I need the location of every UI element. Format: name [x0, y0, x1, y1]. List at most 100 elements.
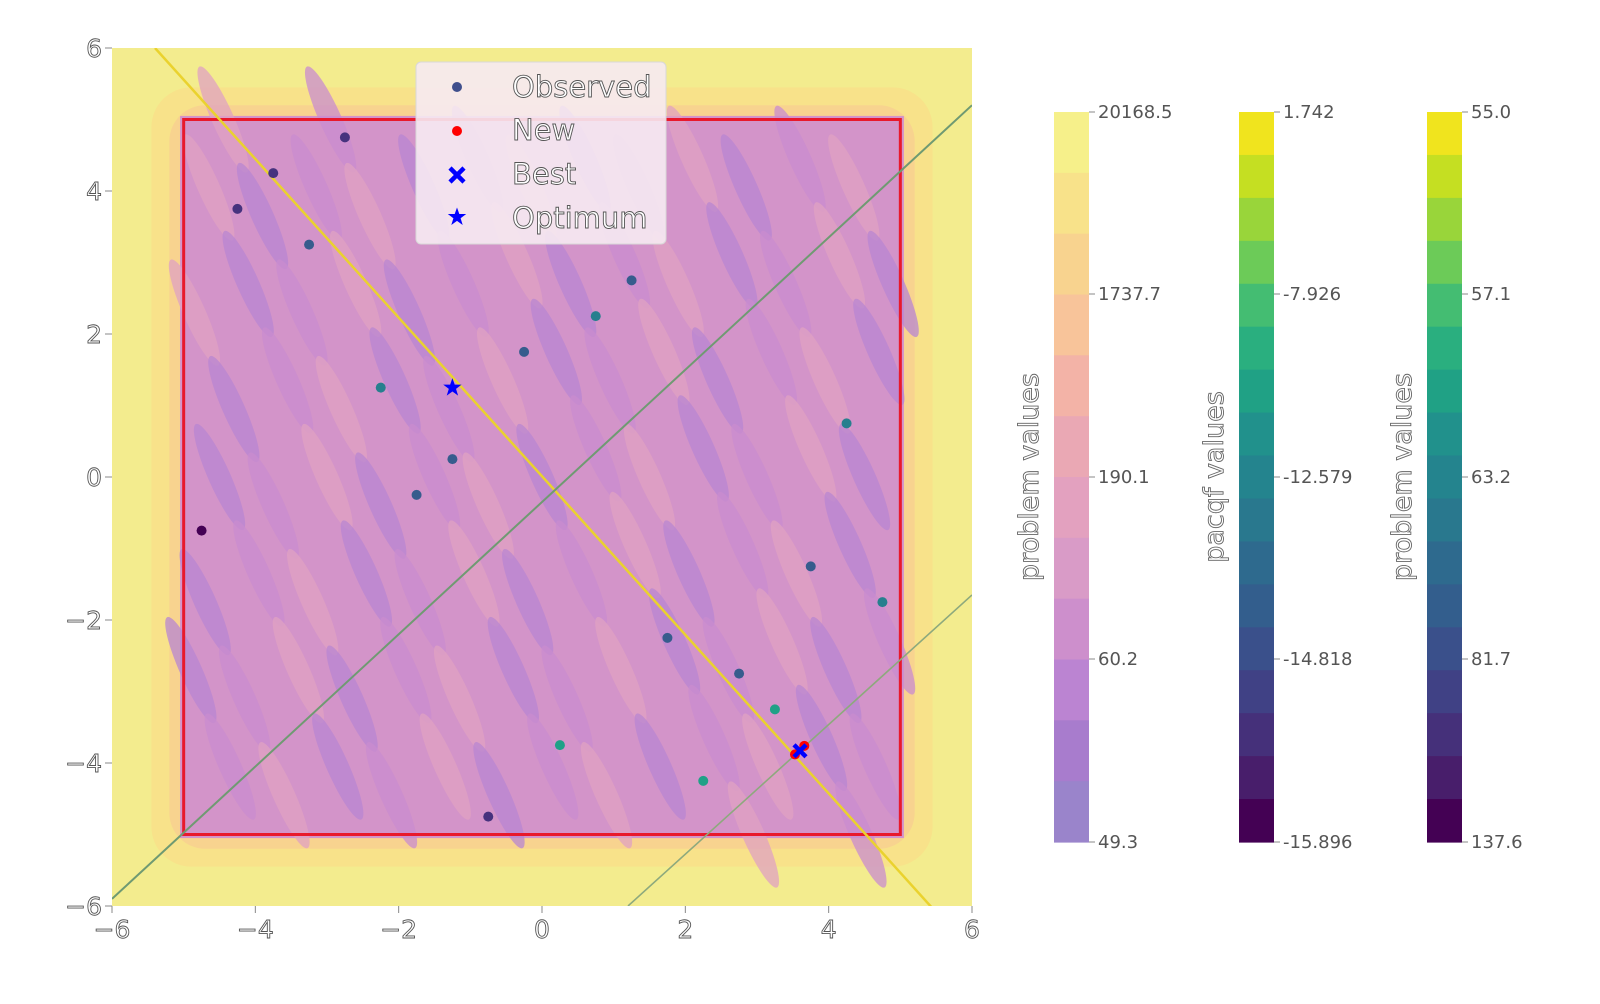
contour-ridge	[423, 355, 475, 463]
colorbar-segment	[1054, 233, 1089, 296]
contour-ridge	[369, 327, 421, 434]
colorbar-segment	[1054, 172, 1089, 235]
observed-point	[769, 704, 780, 715]
legend-label-best: Best	[512, 157, 576, 191]
observed-point	[304, 239, 315, 250]
colorbar-tick-label: 57.1	[1471, 284, 1511, 305]
y-tick-label: 0	[86, 463, 102, 492]
contour-ridge	[183, 134, 235, 241]
contour-ridge	[555, 520, 608, 627]
observed-point	[268, 168, 279, 179]
observed-point	[483, 811, 494, 822]
contour-ridge	[236, 162, 289, 270]
contour-ridge	[233, 520, 285, 627]
y-tick-label: −6	[65, 892, 102, 921]
colorbar-segment	[1239, 713, 1274, 757]
contour-ridge	[720, 134, 772, 241]
colorbar-segment	[1239, 112, 1274, 156]
contour-ridge	[448, 520, 500, 627]
observed-point	[375, 382, 386, 393]
observed-point	[519, 346, 530, 357]
contour-ridge	[609, 491, 661, 599]
observed-point	[841, 418, 852, 429]
colorbar-tick-label: 1.742	[1283, 102, 1335, 123]
y-tick-label: 4	[86, 177, 102, 206]
contour-ridge	[810, 616, 862, 724]
contour-ridge	[570, 395, 622, 502]
contour-ridge	[795, 684, 848, 792]
colorbar-title: pacqf values	[1199, 391, 1230, 563]
contour-ridge	[785, 395, 837, 502]
observed-point	[626, 275, 637, 286]
contour-ridge	[340, 520, 393, 627]
colorbar-segment	[1054, 294, 1089, 356]
colorbar-tick-label: 55.0	[1471, 102, 1511, 123]
colorbar-segment	[1239, 240, 1274, 285]
colorbar-segment	[1054, 720, 1089, 782]
colorbar-segment	[1239, 283, 1274, 328]
contour-ridge	[433, 645, 486, 752]
contour-ridge	[476, 327, 529, 434]
contour-ridge	[580, 742, 633, 849]
colorbar-tick-label: -7.926	[1283, 284, 1341, 305]
legend-frame	[415, 61, 667, 245]
x-tick-label: −6	[94, 915, 131, 944]
contour-ridge	[756, 588, 808, 695]
contour-ridge	[290, 134, 342, 241]
contour-ridge	[677, 395, 729, 502]
y-axis: −6 −4 −2 0 2 4 6	[65, 34, 112, 921]
colorbar-3: 55.0 57.1 63.2 81.7 137.6 problem values	[1387, 102, 1523, 853]
colorbar-segment	[1427, 455, 1462, 500]
colorbar-segment	[1427, 713, 1462, 757]
colorbar-segment	[1427, 283, 1462, 328]
colorbar-segment	[1427, 498, 1462, 543]
contour-ridge	[168, 259, 221, 366]
contour-ridge	[717, 491, 769, 599]
contour-ridge	[383, 259, 436, 366]
contour-ridge	[867, 230, 919, 338]
observed-point	[805, 561, 816, 572]
contour-ridge	[193, 423, 246, 531]
contour-ridge	[344, 162, 396, 270]
contour-ridge	[276, 259, 328, 366]
contour-ridge	[742, 713, 794, 820]
y-tick-label: −2	[65, 606, 102, 635]
colorbar-title: problem values	[1014, 373, 1045, 581]
colorbar-segment	[1239, 670, 1274, 714]
observed-point	[339, 132, 350, 143]
legend-marker-new	[452, 126, 462, 136]
colorbar-tick-label: 63.2	[1471, 467, 1511, 488]
contour-ridge	[326, 645, 378, 752]
contour-ridge	[774, 105, 826, 212]
contour-ridge	[530, 298, 582, 406]
colorbar-segment	[1239, 154, 1274, 199]
colorbar-segment	[1427, 670, 1462, 714]
contour-ridge	[706, 202, 758, 309]
contour-ridge	[487, 616, 539, 724]
colorbar-segment	[1427, 627, 1462, 671]
colorbar-segment	[1427, 326, 1462, 371]
contour-ridge	[437, 230, 489, 338]
contour-ridge	[394, 548, 446, 656]
contour-ridge	[623, 423, 676, 531]
observed-point	[590, 311, 601, 322]
contour-ridge	[691, 327, 744, 434]
y-tick-label: −4	[65, 749, 102, 778]
contour-ridge	[502, 548, 554, 656]
colorbar-segment	[1054, 598, 1089, 661]
x-axis: −6 −4 −2 0 2 4 6	[93, 906, 980, 944]
legend-entry-optimum: Optimum	[447, 201, 648, 235]
colorbar-segment	[1427, 197, 1462, 242]
x-tick-label: 0	[534, 915, 550, 944]
colorbar-segment	[1239, 799, 1274, 843]
colorbar-segment	[1054, 659, 1089, 721]
legend-entry-best: Best	[448, 157, 577, 191]
contour-ridge	[853, 298, 905, 406]
contour-ridge	[760, 230, 812, 338]
observed-point	[196, 525, 207, 536]
contour-ridge	[663, 520, 715, 627]
contour-ridge	[247, 452, 299, 559]
x-tick-label: 4	[821, 915, 837, 944]
